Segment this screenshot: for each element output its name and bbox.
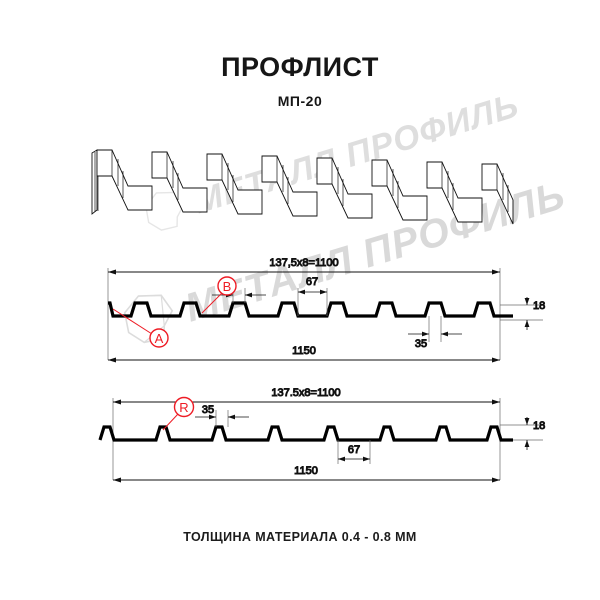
- dim-label-67-bottom: 67: [348, 444, 360, 456]
- dim-label-overall-bottom: 137.5x8=1100: [271, 387, 340, 399]
- material-thickness-note: ТОЛЩИНА МАТЕРИАЛА 0.4 - 0.8 ММ: [183, 530, 417, 544]
- callout-b: B: [201, 276, 237, 314]
- dim-total-top: [108, 357, 500, 363]
- watermark-logo-icon-2: [145, 191, 185, 231]
- dim-valley-67: [297, 288, 328, 316]
- extension-lines-top: [107, 268, 543, 360]
- dim-overall-bottom: [113, 399, 500, 405]
- dim-valley-67-bottom: [337, 440, 371, 464]
- callout-r-label: R: [179, 400, 188, 415]
- dim-rib-bottom-35: [408, 316, 462, 342]
- dim-rib-top-35-bottom: [195, 410, 249, 427]
- profile-polyline-top: [108, 301, 513, 318]
- title-block: ПРОФЛИСТ МП-20: [0, 52, 600, 110]
- dim-label-total-bottom: 1150: [294, 465, 318, 477]
- profile-polyline-bottom: [98, 425, 513, 442]
- dim-overall-top: [108, 269, 500, 275]
- dim-height-18-top: [524, 297, 530, 330]
- dim-label-35-bottom: 35: [415, 338, 427, 350]
- sheet-ribs: [96, 149, 514, 225]
- dim-height-18-bottom: [524, 417, 530, 450]
- page-title: ПРОФЛИСТ: [221, 52, 379, 82]
- product-model: МП-20: [277, 93, 323, 109]
- callout-a: A: [112, 308, 169, 348]
- dim-label-67-top: 67: [306, 276, 318, 288]
- dim-label-35-bottom-drawing: 35: [202, 404, 214, 416]
- callout-a-label: A: [155, 331, 164, 346]
- dim-label-overall-top: 137,5x8=1100: [269, 257, 338, 269]
- dim-label-total-top: 1150: [292, 345, 316, 357]
- callout-r: R: [162, 396, 195, 431]
- dim-total-bottom: [113, 477, 500, 483]
- dim-label-18-bottom: 18: [533, 420, 545, 432]
- callout-b-label: B: [223, 279, 232, 294]
- dim-label-18-top: 18: [533, 300, 545, 312]
